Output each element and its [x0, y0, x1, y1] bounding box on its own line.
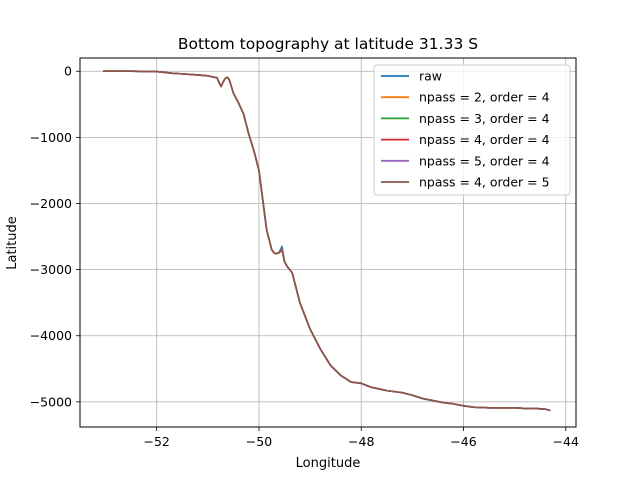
x-tick-label: −44 [553, 434, 579, 449]
legend-label-3: npass = 3, order = 4 [419, 111, 550, 126]
legend-label-1: raw [419, 69, 442, 84]
plot-frame [79, 57, 577, 428]
y-tick-label: −2000 [30, 196, 72, 211]
x-axis-label: Longitude [296, 456, 361, 471]
legend-label-5: npass = 5, order = 4 [419, 153, 550, 168]
x-tick-label: −46 [450, 434, 476, 449]
y-tick-label: 0 [64, 64, 72, 79]
chart-title: Bottom topography at latitude 31.33 S [178, 35, 478, 53]
legend-label-2: npass = 2, order = 4 [419, 90, 550, 105]
legend: raw npass = 2, order = 4 npass = 3, order … [373, 64, 571, 196]
y-tick-label: −4000 [30, 328, 72, 343]
x-axis: −52 −50 −48 −46 −44 [144, 427, 579, 449]
y-axis: 0 −1000 −2000 −3000 −4000 −5000 [30, 64, 80, 409]
y-tick-label: −5000 [30, 394, 72, 409]
series-line-6 [103, 70, 551, 412]
y-tick-label: −1000 [30, 130, 72, 145]
series-layer [103, 70, 551, 412]
legend-label-6: npass = 4, order = 5 [419, 175, 550, 190]
y-axis-label: Latitude [5, 216, 20, 270]
legend-box [373, 64, 571, 196]
x-tick-label: −48 [348, 434, 374, 449]
legend-label-4: npass = 4, order = 4 [419, 132, 550, 147]
y-tick-label: −3000 [30, 262, 72, 277]
x-tick-label: −52 [144, 434, 170, 449]
x-tick-label: −50 [246, 434, 272, 449]
grid [80, 58, 576, 427]
